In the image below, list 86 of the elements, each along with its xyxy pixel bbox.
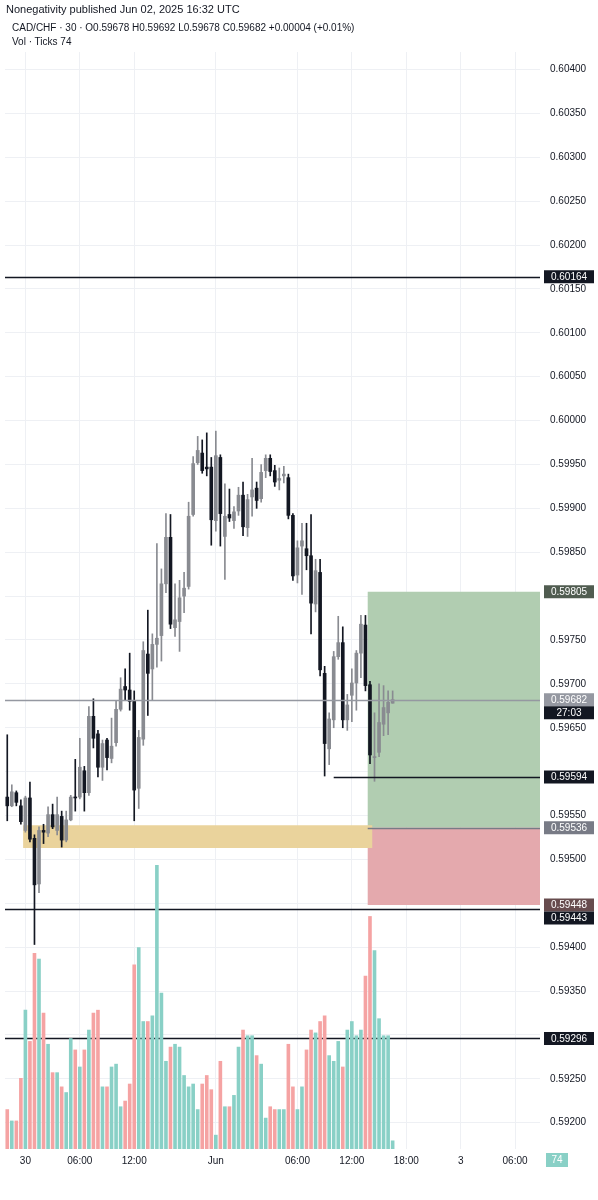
text: 74 bbox=[551, 1153, 563, 1165]
y-tick-label: 0.59750 bbox=[550, 633, 587, 645]
chart-title: Vol · Ticks 74 bbox=[12, 36, 72, 47]
y-tick-label: 0.59250 bbox=[550, 1072, 587, 1084]
bar bbox=[268, 1106, 273, 1149]
x-tick-label: 18:00 bbox=[393, 1154, 420, 1166]
y-tick-label: 0.59350 bbox=[550, 984, 587, 996]
y-tick-label: 0.60100 bbox=[550, 326, 587, 338]
y-tick-label: 0.60150 bbox=[550, 282, 587, 294]
bar bbox=[114, 1063, 118, 1149]
bar bbox=[55, 1072, 59, 1149]
bar bbox=[340, 1066, 345, 1149]
bar bbox=[68, 1038, 73, 1149]
candlestick bbox=[182, 572, 186, 614]
x-tick-label: 06:00 bbox=[67, 1154, 93, 1166]
y-tick-label: 0.59700 bbox=[550, 677, 587, 689]
y-tick-label: 0.59650 bbox=[550, 721, 587, 733]
bar bbox=[359, 1029, 363, 1149]
x-tick-label: 12:00 bbox=[339, 1154, 365, 1166]
bar bbox=[336, 1041, 341, 1149]
x-tick-label: 06:00 bbox=[502, 1154, 529, 1166]
bar bbox=[214, 1134, 218, 1149]
bar bbox=[46, 1043, 50, 1149]
y-tick-label: 0.59900 bbox=[550, 502, 587, 514]
ref-line-label: 0.59536 bbox=[550, 822, 588, 834]
candlestick bbox=[145, 609, 150, 716]
bar bbox=[5, 1109, 10, 1149]
bar bbox=[9, 1120, 14, 1149]
bar bbox=[204, 1075, 209, 1149]
bar bbox=[386, 1035, 390, 1149]
bar bbox=[241, 1029, 245, 1149]
ref-line-label: 0.59443 bbox=[550, 912, 588, 924]
bar bbox=[155, 865, 159, 1149]
candlestick bbox=[250, 458, 254, 517]
candlestick bbox=[223, 483, 227, 580]
bar bbox=[73, 1049, 78, 1149]
candlestick bbox=[5, 734, 10, 822]
chart-subtitle: Nonegativity published Jun 02, 2025 16:32 UTC bbox=[6, 3, 240, 15]
ref-line-label: 0.59594 bbox=[550, 771, 588, 783]
bar bbox=[272, 1109, 277, 1149]
chart-title: CAD/CHF · 30 · O0.59678 H0.59692 L0.59678 C0.59682 +0.00004 (+0.01%) bbox=[12, 22, 355, 33]
bar bbox=[19, 1078, 23, 1149]
y-tick-label: 0.59550 bbox=[550, 809, 587, 821]
x-tick-label: 3 bbox=[457, 1154, 464, 1166]
bar bbox=[250, 1035, 254, 1149]
bar bbox=[223, 1106, 227, 1149]
ref-line-label: 0.60164 bbox=[550, 270, 588, 282]
x-tick-label: 12:00 bbox=[121, 1154, 148, 1166]
bar bbox=[173, 1043, 177, 1149]
band-label: 0.59805 bbox=[550, 585, 588, 597]
y-tick-label: 0.59200 bbox=[550, 1116, 587, 1128]
bar bbox=[136, 947, 141, 1149]
y-tick-label: 0.60000 bbox=[550, 414, 587, 426]
candlestick bbox=[277, 467, 282, 491]
y-tick-label: 0.60200 bbox=[550, 238, 587, 250]
bar bbox=[277, 1109, 282, 1149]
x-tick-label: 06:00 bbox=[284, 1154, 311, 1166]
x-tick-label: 30 bbox=[19, 1154, 32, 1166]
y-tick-label: 0.60250 bbox=[550, 194, 587, 206]
candlestick bbox=[123, 668, 127, 701]
ref-line-label: 0.59682 bbox=[550, 693, 588, 705]
bar bbox=[300, 1086, 304, 1149]
band-label: 0.59448 bbox=[550, 899, 588, 911]
candlestick bbox=[173, 583, 177, 637]
bar bbox=[87, 1029, 91, 1149]
y-tick-label: 0.60350 bbox=[550, 107, 587, 119]
y-tick-label: 0.59950 bbox=[550, 458, 587, 470]
bar bbox=[146, 1021, 150, 1149]
bar bbox=[132, 964, 137, 1149]
y-tick-label: 0.60300 bbox=[550, 151, 587, 163]
y-tick-label: 0.60400 bbox=[550, 63, 587, 75]
bar bbox=[78, 1066, 82, 1149]
bar bbox=[37, 958, 41, 1149]
ref-line-label: 0.59296 bbox=[550, 1032, 588, 1044]
text: 27:03 bbox=[556, 706, 582, 718]
bar bbox=[96, 1009, 100, 1149]
y-tick-label: 0.59400 bbox=[550, 940, 587, 952]
bar bbox=[368, 916, 372, 1149]
bar bbox=[105, 1086, 109, 1149]
x-tick-label: Jun bbox=[207, 1154, 224, 1166]
y-tick-label: 0.60050 bbox=[550, 370, 587, 382]
candlestick bbox=[155, 543, 159, 668]
y-tick-label: 0.59850 bbox=[550, 545, 587, 557]
candlestick bbox=[300, 522, 304, 595]
bar bbox=[309, 1029, 313, 1149]
y-tick-label: 0.59500 bbox=[550, 853, 587, 865]
